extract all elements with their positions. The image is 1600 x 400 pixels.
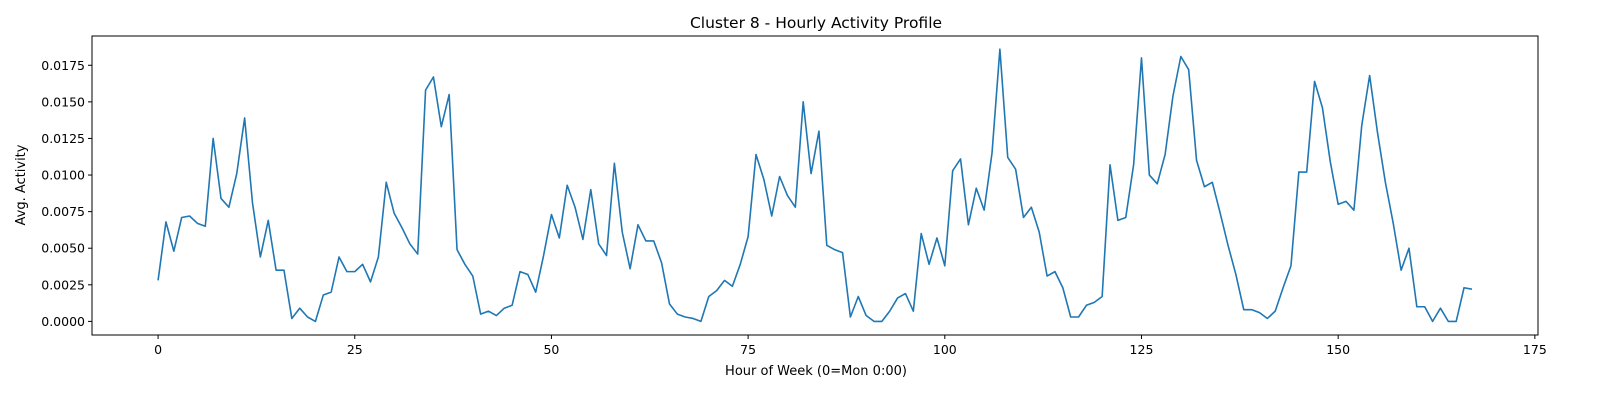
- x-tick-label: 125: [1130, 342, 1154, 357]
- x-axis: 0 25 50 75 100 125 150 175: [154, 335, 1547, 357]
- y-tick-label: 0.0050: [41, 241, 85, 256]
- plot-frame: [91, 35, 1539, 336]
- series-line: [157, 48, 1473, 323]
- x-tick-label: 100: [933, 342, 957, 357]
- y-tick-label: 0.0000: [41, 314, 85, 329]
- y-tick-label: 0.0175: [41, 58, 85, 73]
- x-tick-label: 0: [154, 342, 162, 357]
- y-tick-label: 0.0025: [41, 277, 85, 292]
- y-axis: 0.0000 0.0025 0.0050 0.0075 0.0100 0.0125 0.01…: [41, 58, 92, 329]
- y-tick-label: 0.0125: [41, 131, 85, 146]
- chart-title: Cluster 8 - Hourly Activity Profile: [690, 14, 942, 32]
- y-axis-label: Avg. Activity: [14, 144, 29, 225]
- x-tick-label: 150: [1326, 342, 1350, 357]
- y-tick-label: 0.0100: [41, 168, 85, 183]
- y-tick-label: 0.0075: [41, 204, 85, 219]
- x-tick-label: 75: [740, 342, 756, 357]
- x-tick-label: 25: [347, 342, 363, 357]
- x-axis-label: Hour of Week (0=Mon 0:00): [725, 364, 907, 379]
- x-tick-label: 50: [543, 342, 559, 357]
- y-tick-label: 0.0150: [41, 94, 85, 109]
- x-tick-label: 175: [1523, 342, 1547, 357]
